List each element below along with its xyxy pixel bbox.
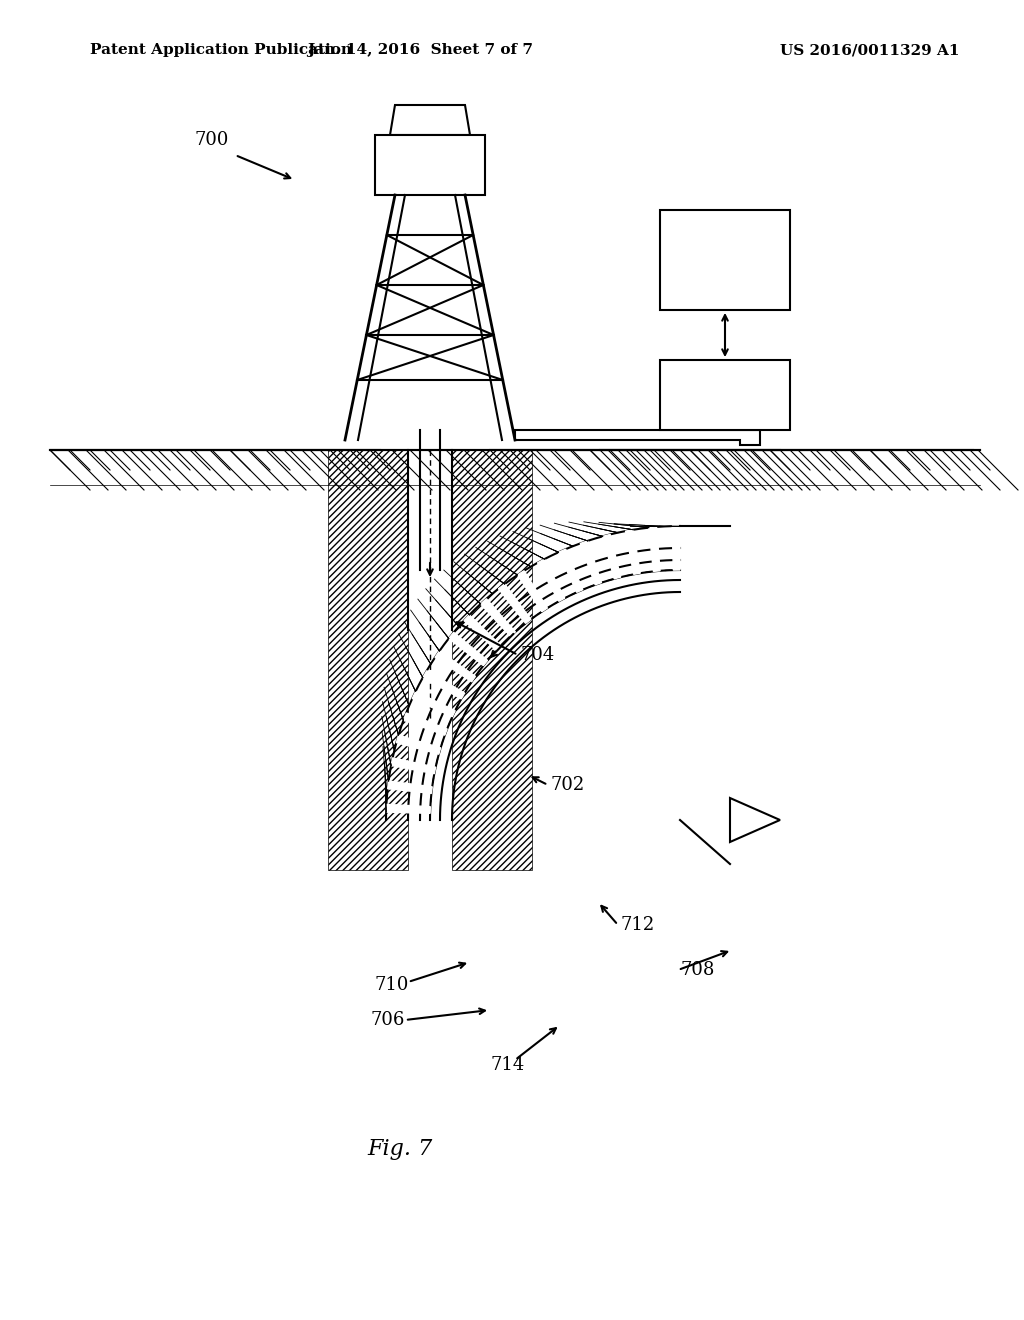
Polygon shape <box>423 671 465 698</box>
Text: 712: 712 <box>620 916 654 935</box>
Polygon shape <box>386 804 430 813</box>
Polygon shape <box>375 135 485 195</box>
Polygon shape <box>538 560 564 602</box>
Polygon shape <box>480 599 515 636</box>
Text: 708: 708 <box>680 961 715 979</box>
Polygon shape <box>449 632 487 665</box>
Text: 702: 702 <box>550 776 585 795</box>
Polygon shape <box>558 549 583 593</box>
Bar <box>660 360 790 430</box>
Text: 714: 714 <box>490 1056 524 1074</box>
Polygon shape <box>403 713 447 735</box>
Polygon shape <box>435 651 475 682</box>
Text: 706: 706 <box>370 1011 404 1030</box>
Polygon shape <box>626 529 640 574</box>
Bar <box>328 450 408 870</box>
Text: 700: 700 <box>195 131 229 149</box>
Polygon shape <box>515 430 760 445</box>
Polygon shape <box>581 541 601 585</box>
Polygon shape <box>499 583 530 623</box>
Polygon shape <box>730 799 780 842</box>
Text: 704: 704 <box>520 645 554 664</box>
Text: Jan. 14, 2016  Sheet 7 of 7: Jan. 14, 2016 Sheet 7 of 7 <box>307 44 534 57</box>
Bar <box>452 450 532 870</box>
Polygon shape <box>396 735 440 754</box>
Text: Fig. 7: Fig. 7 <box>368 1138 432 1160</box>
Bar <box>660 210 790 310</box>
Polygon shape <box>413 692 456 717</box>
Text: Patent Application Publication: Patent Application Publication <box>90 44 352 57</box>
Polygon shape <box>391 758 435 774</box>
Text: US 2016/0011329 A1: US 2016/0011329 A1 <box>780 44 959 57</box>
Polygon shape <box>517 570 548 611</box>
Polygon shape <box>603 535 621 578</box>
Polygon shape <box>464 615 501 651</box>
Polygon shape <box>672 525 680 570</box>
Text: 710: 710 <box>375 975 410 994</box>
Polygon shape <box>649 527 660 572</box>
Polygon shape <box>388 781 432 793</box>
